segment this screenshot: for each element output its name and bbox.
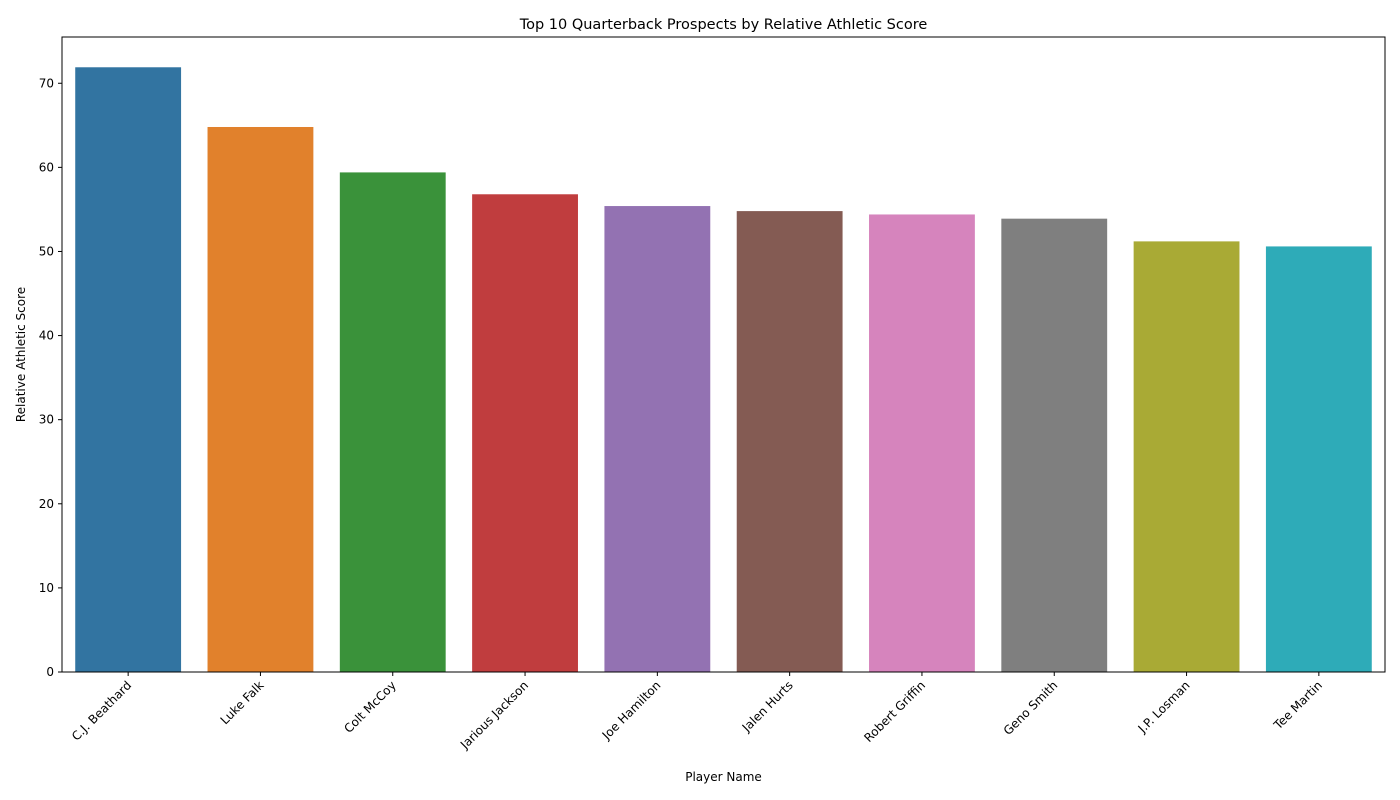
bar-c-j-beathard: [75, 67, 182, 673]
y-axis-label: Relative Athletic Score: [14, 287, 28, 422]
x-tick-label: J.P. Losman: [1135, 678, 1193, 736]
y-tick-label: 20: [39, 497, 54, 511]
x-tick-label: Luke Falk: [218, 678, 267, 727]
y-tick-label: 60: [39, 160, 54, 174]
bar-jarious-jackson: [472, 194, 578, 673]
y-tick-label: 10: [39, 581, 54, 595]
x-tick-label: Tee Martin: [1270, 678, 1325, 733]
y-axis: 0 10 20 30 40 50 60 70: [39, 76, 62, 679]
x-tick-label: Joe Hamilton: [599, 678, 664, 743]
chart-title: Top 10 Quarterback Prospects by Relative…: [519, 17, 928, 33]
bar-joe-hamilton: [604, 206, 711, 672]
bars-group: [75, 67, 1372, 673]
x-tick-label: C.J. Beathard: [69, 678, 134, 743]
x-tick-label: Jalen Hurts: [739, 678, 796, 735]
bar-colt-mccoy: [339, 172, 446, 673]
y-tick-label: 30: [39, 413, 54, 427]
bar-tee-martin: [1265, 246, 1372, 673]
bar-j-p-losman: [1133, 241, 1240, 672]
plot-frame: [61, 36, 1386, 673]
y-tick-label: 0: [46, 665, 54, 679]
bar-robert-griffin: [869, 214, 975, 673]
x-tick-label: Geno Smith: [1001, 678, 1061, 738]
y-tick-label: 40: [39, 329, 54, 343]
bar-jalen-hurts: [736, 211, 843, 672]
x-axis: C.J. Beathard Luke Falk Colt McCoy Jarious …: [69, 672, 1325, 752]
bar-luke-falk: [207, 126, 314, 672]
x-tick-label: Colt McCoy: [341, 678, 399, 736]
x-axis-label: Player Name: [685, 770, 762, 784]
bar-geno-smith: [1001, 218, 1108, 672]
x-tick-label: Jarious Jackson: [457, 678, 531, 752]
y-tick-label: 70: [39, 76, 54, 90]
x-tick-label: Robert Griffin: [861, 678, 928, 745]
y-tick-label: 50: [39, 244, 54, 258]
